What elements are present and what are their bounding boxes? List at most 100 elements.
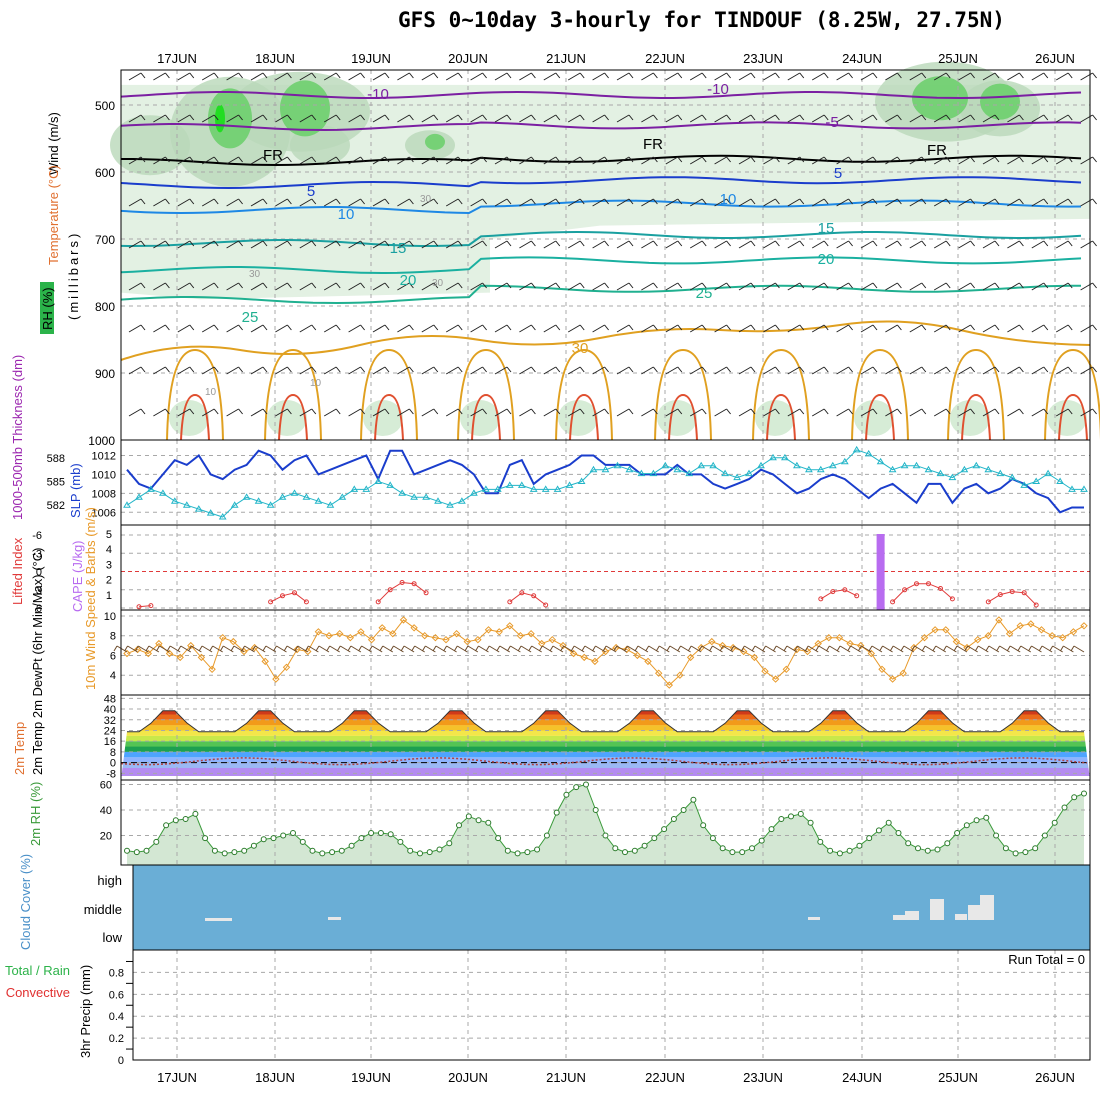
wind10m-barb [592, 645, 606, 653]
wind-barb [1031, 240, 1049, 249]
wind-barb [153, 156, 170, 165]
wind-barb [323, 240, 341, 249]
wind10m-barb [719, 645, 734, 653]
rh2m-marker [846, 847, 853, 854]
thickness-marker [350, 485, 359, 492]
lifted-index-marker [1033, 602, 1039, 608]
thickness-marker [721, 469, 729, 477]
wind-barb [592, 324, 609, 333]
wind10m-barb [304, 645, 319, 653]
wind10m-barb [134, 645, 149, 653]
cloud-level-label: middle [84, 902, 122, 917]
wind-barb [885, 72, 902, 81]
wind-barb [836, 72, 853, 81]
wind10m-barb [251, 645, 266, 653]
temperature-plume [569, 393, 599, 441]
li-tick: -6 [32, 530, 42, 542]
thickness-marker [422, 493, 430, 500]
wind-barb [421, 198, 439, 207]
date-label-top: 20JUN [448, 51, 488, 66]
rh-lowlevel-cell [755, 400, 795, 436]
wind-barb [494, 198, 512, 207]
wind-barb [250, 324, 268, 333]
thickness-marker [685, 469, 694, 477]
rh2m-marker [329, 849, 336, 856]
thickness-marker [290, 489, 299, 496]
wind-barb [836, 240, 853, 249]
wind10m-marker [708, 637, 716, 646]
thickness-marker [1068, 485, 1076, 492]
wind-barb [372, 114, 390, 123]
wind-barb [226, 156, 243, 165]
wind-barb [543, 72, 561, 81]
wind-barb [445, 72, 463, 81]
wind10m-marker [676, 671, 684, 679]
rh2m-marker [241, 847, 248, 854]
temp2m-tick: 32 [104, 715, 116, 727]
wind-barb [982, 198, 1000, 207]
wind-barb [323, 408, 341, 417]
wind-barb [1031, 114, 1049, 123]
lifted-index-marker [375, 599, 381, 605]
rh-lowlevel-cell [950, 400, 990, 436]
cape-tick: 3 [106, 559, 112, 571]
date-label-bottom: 24JUN [842, 1070, 882, 1085]
rh2m-marker [641, 842, 648, 849]
thickness-marker [565, 481, 574, 488]
pressure-tick: 1000 [88, 434, 115, 448]
wind10m-marker [442, 635, 450, 644]
rh2m-marker [1041, 832, 1048, 839]
wind-barb [372, 156, 390, 165]
wind10m-barb [262, 645, 277, 653]
wind-barb [641, 198, 658, 207]
temperature-band [121, 730, 1090, 736]
wind-barb [811, 240, 829, 249]
wind10m-marker [931, 626, 939, 634]
wind-barb [787, 156, 805, 165]
isotherm-label: 10 [338, 206, 355, 223]
date-label-bottom: 26JUN [1035, 1070, 1075, 1085]
wind10m-marker [420, 631, 429, 640]
panel-frame [132, 949, 1091, 1061]
wind-barb [201, 198, 219, 207]
wind10m-marker [335, 629, 344, 638]
temperature-band [121, 704, 1090, 709]
wind10m-marker [367, 635, 376, 644]
isotherm-label: 10 [720, 191, 737, 208]
rh2m-marker [348, 842, 355, 849]
date-label-bottom: 19JUN [351, 1070, 391, 1085]
wind-barb [958, 114, 975, 123]
rh2m-marker [436, 846, 443, 853]
li-tick: 6 [36, 603, 42, 615]
wind10m-barb [740, 645, 755, 653]
wind-barb [445, 156, 463, 165]
slp-axis-label: SLP (mb) [68, 463, 83, 518]
wind-barb [275, 324, 292, 333]
wind-barb [397, 408, 414, 417]
rh-lowlevel-cell [460, 400, 500, 436]
rh2m-axis-label: 2m RH (%) [28, 782, 43, 846]
wind10m-barb [400, 645, 415, 653]
thickness-tick: 588 [47, 453, 65, 465]
pressure-tick: 800 [95, 300, 115, 314]
wind-barb [128, 282, 146, 291]
wind-barb [323, 72, 341, 81]
thickness-marker [757, 461, 765, 469]
temperature-plume [851, 348, 909, 441]
thickness-marker [326, 501, 335, 508]
rh2m-marker [1022, 849, 1029, 856]
wind-barb [787, 114, 805, 123]
wind-barb [519, 324, 536, 333]
rh2m-marker [866, 835, 873, 842]
rh2m-marker [338, 847, 345, 854]
isotherm-line [121, 154, 1082, 167]
pressure-tick: 500 [95, 99, 115, 113]
wind-barb [519, 282, 536, 291]
rh-lowlevel-cell [169, 400, 209, 436]
thickness-marker [900, 461, 909, 469]
wind-barb [372, 240, 390, 249]
wind10m-marker [229, 637, 238, 646]
wind-barb [543, 114, 561, 123]
temperature-plume [1058, 393, 1088, 441]
rh2m-marker [758, 837, 765, 844]
